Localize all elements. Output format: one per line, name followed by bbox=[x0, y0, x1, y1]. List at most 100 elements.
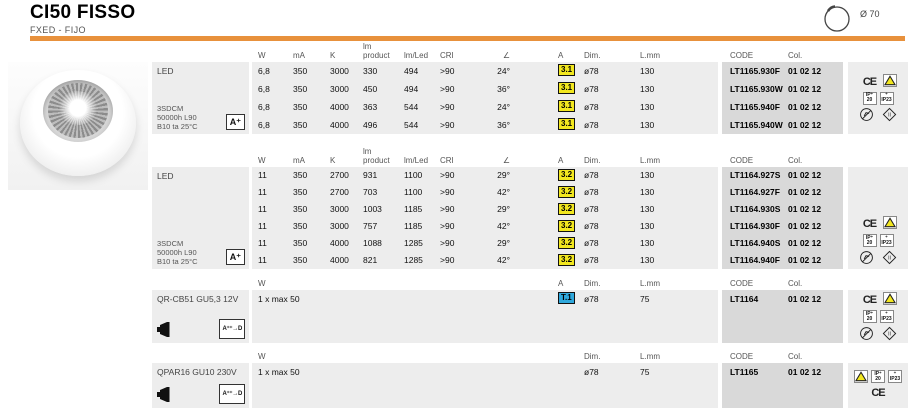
downlight-hotspot bbox=[59, 91, 97, 125]
col-header-col: Col. bbox=[788, 50, 803, 60]
cell-lml: 1285 bbox=[404, 238, 423, 248]
lamp-type-label: LED bbox=[157, 66, 174, 76]
cell-w: 1 x max 50 bbox=[258, 367, 300, 377]
cell-lmm: 130 bbox=[640, 238, 655, 248]
cell-lmp: 821 bbox=[363, 255, 378, 265]
cell-lmp: 703 bbox=[363, 187, 378, 197]
cell-ang: 42° bbox=[497, 255, 510, 265]
cell-lml: 494 bbox=[404, 84, 419, 94]
col-header-w: W bbox=[258, 50, 266, 60]
cell-w: 11 bbox=[258, 255, 267, 265]
col-header-code: CODE bbox=[730, 351, 754, 361]
page-subtitle: FXED - FIJO bbox=[30, 25, 86, 35]
cell-dim: ø78 bbox=[584, 66, 599, 76]
cell-cri: >90 bbox=[440, 221, 455, 231]
cell-k: 3000 bbox=[330, 66, 349, 76]
col-header-ma: mA bbox=[293, 50, 305, 60]
cell-k: 3000 bbox=[330, 221, 349, 231]
product-code: LT1164.940F bbox=[730, 255, 780, 265]
no-dim-icon bbox=[857, 325, 877, 341]
col-header-lml: lm/Led bbox=[404, 155, 429, 165]
cell-lmp: 1003 bbox=[363, 204, 382, 214]
color-code: 01 02 12 bbox=[788, 66, 822, 76]
cell-ma: 350 bbox=[293, 102, 308, 112]
color-code: 01 02 12 bbox=[788, 367, 822, 377]
cell-ang: 24° bbox=[497, 66, 510, 76]
cell-k: 4000 bbox=[330, 102, 349, 112]
color-code: 01 02 12 bbox=[788, 294, 822, 304]
halogen-lamp-icon bbox=[156, 321, 178, 338]
cell-lmp: 931 bbox=[363, 170, 378, 180]
col-header-ma: mA bbox=[293, 155, 305, 165]
color-code: 01 02 12 bbox=[788, 120, 822, 130]
svg-text:II: II bbox=[888, 113, 891, 119]
product-code: LT1164.927F bbox=[730, 187, 780, 197]
col-header-k: K bbox=[330, 50, 336, 60]
col-header-k: K bbox=[330, 155, 336, 165]
a-class-badge: 3.2 bbox=[558, 169, 576, 181]
lamp-type-label: QR-CB51 GU5,3 12V bbox=[157, 294, 239, 304]
ip20-icon: IP⁺ 20 bbox=[862, 234, 877, 247]
lamp-type-block: QR-CB51 GU5,3 12V A⁺⁺→D bbox=[152, 290, 249, 343]
class-ii-icon: II bbox=[880, 325, 900, 341]
cell-lml: 544 bbox=[404, 102, 419, 112]
ip23-icon: ⁺ IP23 bbox=[879, 91, 894, 105]
table-rows: 6,8 350 3000 330 494 >90 24° 3.1 ø78 130 6,8 350 300… bbox=[252, 62, 718, 134]
cell-cri: >90 bbox=[440, 255, 455, 265]
product-code: LT1164.940S bbox=[730, 238, 781, 248]
color-code: 01 02 12 bbox=[788, 187, 822, 197]
lamp-type-label: LED bbox=[157, 171, 174, 181]
code-rows: LT1165.930F 01 02 12 LT1165.930W 01 02 12 LT… bbox=[722, 62, 843, 134]
color-code: 01 02 12 bbox=[788, 221, 822, 231]
cell-k: 4000 bbox=[330, 255, 349, 265]
cell-cri: >90 bbox=[440, 187, 455, 197]
cell-cri: >90 bbox=[440, 204, 455, 214]
cell-ma: 350 bbox=[293, 170, 308, 180]
product-code: LT1164.930F bbox=[730, 221, 780, 231]
cell-dim: ø78 bbox=[584, 294, 599, 304]
col-header-lmm: L.mm bbox=[640, 351, 660, 361]
ip23-icon: ⁺ IP23 bbox=[879, 310, 894, 323]
col-header-cri: CRI bbox=[440, 155, 454, 165]
halogen-lamp-icon bbox=[156, 386, 178, 403]
warning-triangle-icon bbox=[854, 370, 868, 383]
cell-w: 11 bbox=[258, 204, 267, 214]
cell-dim: ø78 bbox=[584, 102, 599, 112]
cell-lmm: 130 bbox=[640, 102, 655, 112]
energy-class-badge: A⁺ bbox=[225, 249, 245, 265]
cell-lmm: 130 bbox=[640, 84, 655, 94]
product-code: LT1165.940F bbox=[730, 102, 780, 112]
accent-bar bbox=[30, 36, 905, 41]
col-header-w: W bbox=[258, 278, 266, 288]
a-class-badge: 3.1 bbox=[558, 82, 576, 94]
certification-icons: CE IP⁺ 20 ⁺ IP23 II bbox=[848, 290, 908, 343]
cell-dim: ø78 bbox=[584, 120, 599, 130]
warning-triangle-icon bbox=[882, 292, 897, 305]
cell-dim: ø78 bbox=[584, 187, 599, 197]
cell-cri: >90 bbox=[440, 120, 455, 130]
product-code: LT1165.930W bbox=[730, 84, 783, 94]
code-header-row: CODE Col. bbox=[722, 147, 843, 166]
cell-lmm: 75 bbox=[640, 367, 650, 377]
cell-lmm: 130 bbox=[640, 66, 655, 76]
cell-dim: ø78 bbox=[584, 221, 599, 231]
cell-cri: >90 bbox=[440, 66, 455, 76]
cell-lmm: 130 bbox=[640, 255, 655, 265]
cell-k: 2700 bbox=[330, 187, 349, 197]
cell-dim: ø78 bbox=[584, 170, 599, 180]
code-rows: LT1164.927S 01 02 12 LT1164.927F 01 02 12 LT… bbox=[722, 167, 843, 269]
table-rows: 1 x max 50 ø78 75 bbox=[252, 363, 718, 408]
warning-triangle-icon bbox=[882, 216, 897, 229]
color-code: 01 02 12 bbox=[788, 255, 822, 265]
col-header-dim: Dim. bbox=[584, 351, 601, 361]
col-header-lmm: L.mm bbox=[640, 278, 660, 288]
cell-ang: 42° bbox=[497, 221, 510, 231]
cell-ma: 350 bbox=[293, 255, 308, 265]
cell-lml: 1185 bbox=[404, 204, 423, 214]
cell-dim: ø78 bbox=[584, 238, 599, 248]
cell-ang: 29° bbox=[497, 204, 510, 214]
col-header-dim: Dim. bbox=[584, 155, 601, 165]
